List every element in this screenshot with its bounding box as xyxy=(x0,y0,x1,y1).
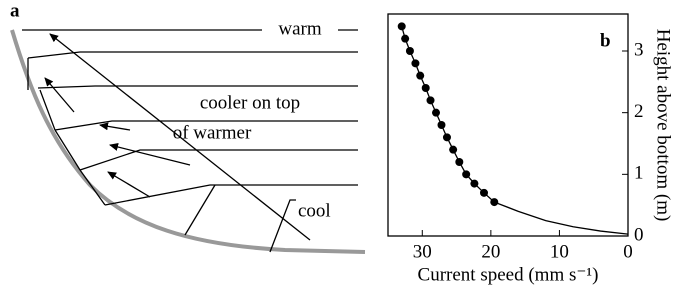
y-tick-label: 1 xyxy=(634,163,644,184)
data-point xyxy=(437,121,445,129)
data-point xyxy=(449,146,457,154)
data-point xyxy=(462,170,470,178)
figure: a warm cooler on top of warmer cool b Cu… xyxy=(0,0,673,292)
data-point xyxy=(432,109,440,117)
data-point xyxy=(427,96,435,104)
data-point xyxy=(455,158,463,166)
x-tick-label: 10 xyxy=(550,241,569,262)
label-warm: warm xyxy=(278,18,321,39)
data-point xyxy=(443,133,451,141)
profile-line xyxy=(402,26,628,234)
panel-a: a warm cooler on top of warmer cool xyxy=(10,0,365,252)
data-point xyxy=(422,84,430,92)
panel-label: b xyxy=(600,30,611,51)
panel-b: b Current speed (mm s⁻¹) Height above bo… xyxy=(388,14,673,285)
y-axis-label: Height above bottom (m) xyxy=(653,29,673,222)
data-point xyxy=(470,180,478,188)
data-point xyxy=(398,22,406,30)
x-tick-label: 0 xyxy=(623,241,633,262)
x-axis-label: Current speed (mm s⁻¹) xyxy=(418,264,599,285)
page: a warm cooler on top of warmer cool b Cu… xyxy=(0,0,673,292)
data-point xyxy=(480,189,488,197)
label-cooler: cooler on top xyxy=(200,92,300,113)
y-tick-label: 2 xyxy=(634,101,644,122)
data-point xyxy=(490,198,498,206)
y-tick-label: 3 xyxy=(634,39,644,60)
data-point xyxy=(401,35,409,43)
y-tick-label: 0 xyxy=(634,224,644,245)
plot-frame xyxy=(388,14,628,236)
label-cooler: of warmer xyxy=(173,122,252,143)
x-tick-label: 30 xyxy=(413,241,432,262)
x-tick-label: 20 xyxy=(481,241,500,262)
label-cool: cool xyxy=(298,200,331,221)
panel-label: a xyxy=(10,0,20,21)
data-point xyxy=(411,59,419,67)
data-point xyxy=(406,47,414,55)
data-point xyxy=(416,72,424,80)
